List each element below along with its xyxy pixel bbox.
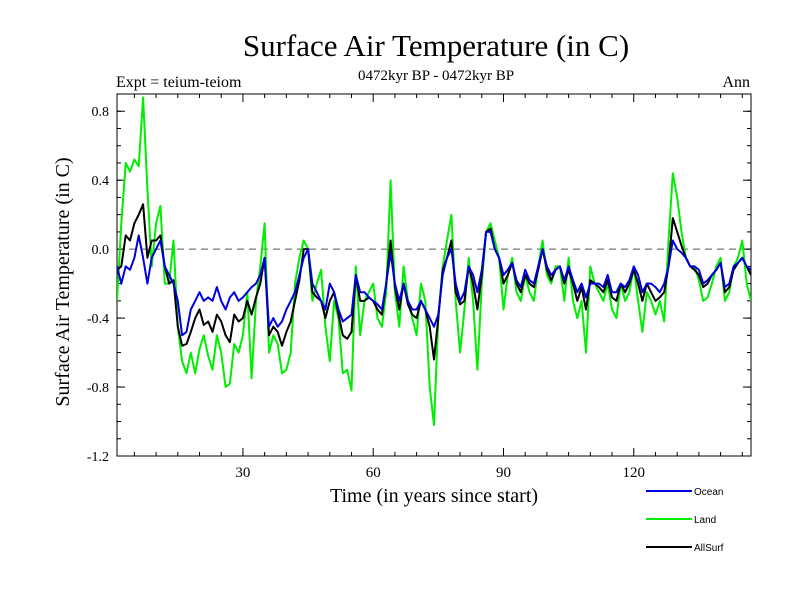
x-axis-label: Time (in years since start) bbox=[330, 485, 538, 507]
legend-label-allsurf: AllSurf bbox=[694, 543, 724, 554]
y-tick-label: 0.4 bbox=[92, 174, 110, 189]
chart-subtitle: 0472kyr BP - 0472kyr BP bbox=[358, 68, 514, 84]
y-tick-label: 0.0 bbox=[92, 243, 110, 258]
series-line-land bbox=[117, 96, 751, 426]
chart-title: Surface Air Temperature (in C) bbox=[243, 28, 629, 63]
y-axis-label: Surface Air Temperature (in C) bbox=[52, 157, 74, 406]
plot-area: 30 60 90 120 -1.2 -0.8 -0.4 0.0 0.4 0.8 bbox=[87, 93, 752, 481]
x-tick-label: 30 bbox=[235, 465, 250, 481]
expt-label: Expt = teium-teiom bbox=[116, 74, 242, 91]
series-line-ocean bbox=[117, 230, 751, 337]
legend-label-land: Land bbox=[694, 515, 716, 526]
legend: Ocean Land AllSurf bbox=[646, 487, 724, 554]
legend-label-ocean: Ocean bbox=[694, 487, 723, 498]
series-line-allsurf bbox=[117, 203, 751, 361]
y-tick-label: 0.8 bbox=[92, 105, 110, 120]
x-tick-label: 90 bbox=[496, 465, 511, 481]
y-tick-label: -1.2 bbox=[87, 450, 109, 465]
x-tick-label: 60 bbox=[366, 465, 381, 481]
season-label: Ann bbox=[722, 74, 750, 91]
x-tick-label: 120 bbox=[623, 465, 646, 481]
y-tick-label: -0.4 bbox=[87, 312, 109, 327]
y-tick-label: -0.8 bbox=[87, 381, 109, 396]
